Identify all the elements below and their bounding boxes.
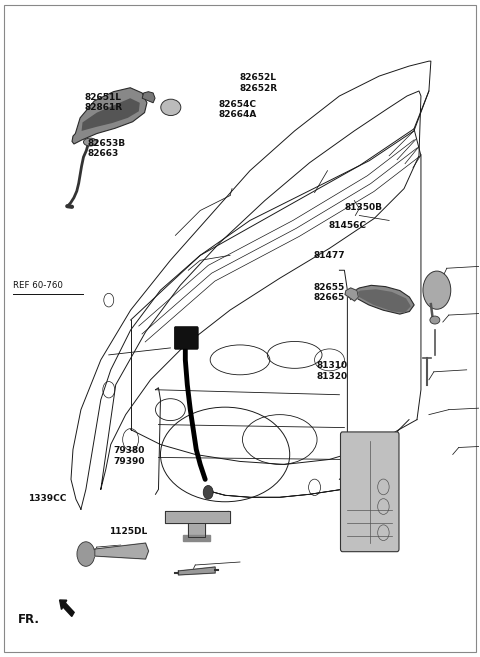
Text: 81456C: 81456C: [328, 221, 366, 230]
Polygon shape: [183, 535, 210, 541]
Text: 82653B
82663: 82653B 82663: [87, 139, 125, 158]
Text: 81310
81320: 81310 81320: [316, 361, 348, 380]
Polygon shape: [95, 543, 148, 559]
Text: 1125DL: 1125DL: [109, 527, 147, 536]
Circle shape: [203, 486, 213, 499]
Polygon shape: [82, 98, 140, 131]
Text: 81350B: 81350B: [345, 203, 383, 212]
Text: 79380
79390: 79380 79390: [114, 446, 145, 466]
Text: 82654C
82664A: 82654C 82664A: [218, 100, 257, 119]
Text: 82652L
82652R: 82652L 82652R: [240, 74, 278, 93]
Ellipse shape: [161, 99, 181, 116]
Circle shape: [77, 542, 95, 566]
Text: REF 60-760: REF 60-760: [13, 281, 63, 290]
FancyBboxPatch shape: [340, 432, 399, 552]
Text: 1339CC: 1339CC: [28, 494, 66, 503]
FancyBboxPatch shape: [174, 327, 198, 350]
Text: 82651L
82861R: 82651L 82861R: [85, 93, 123, 112]
Circle shape: [423, 271, 451, 309]
Text: FR.: FR.: [18, 613, 40, 626]
Text: 82655
82665: 82655 82665: [314, 283, 345, 302]
Polygon shape: [345, 288, 359, 301]
FancyArrow shape: [60, 600, 74, 616]
Text: 81477: 81477: [314, 251, 346, 260]
Polygon shape: [166, 511, 230, 523]
Polygon shape: [179, 567, 215, 575]
Polygon shape: [72, 88, 147, 144]
Polygon shape: [142, 92, 155, 102]
Polygon shape: [188, 523, 205, 537]
Ellipse shape: [84, 138, 97, 146]
Ellipse shape: [430, 316, 440, 324]
Polygon shape: [355, 289, 411, 313]
Polygon shape: [349, 285, 414, 314]
